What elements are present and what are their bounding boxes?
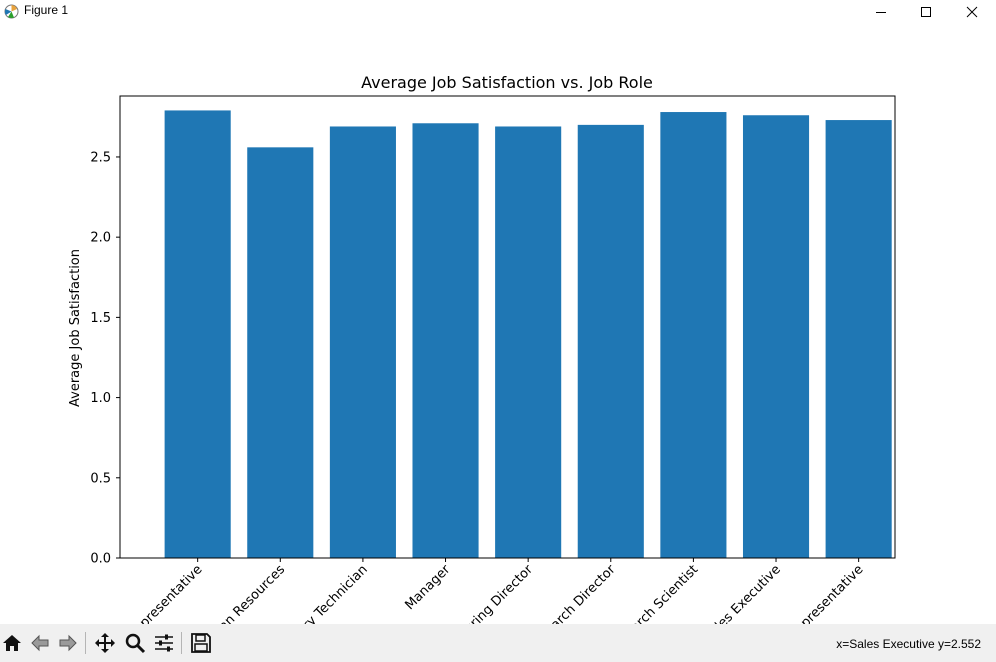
x-tick-label: Sales Executive: [701, 562, 784, 624]
navigation-toolbar: x=Sales Executive y=2.552: [0, 624, 996, 662]
bar: [412, 123, 479, 558]
chart-title: Average Job Satisfaction vs. Job Role: [361, 73, 653, 92]
plot-frame: [119, 95, 896, 559]
back-button[interactable]: [28, 631, 52, 655]
minimize-icon: [876, 12, 886, 13]
figure-canvas[interactable]: Average Job Satisfaction vs. Job Role Av…: [0, 24, 996, 662]
bar: [825, 120, 892, 558]
bar: [660, 112, 727, 559]
bar: [164, 110, 231, 558]
configure-subplots-button[interactable]: [152, 631, 176, 655]
window-title: Figure 1: [24, 3, 69, 17]
home-button[interactable]: [0, 631, 24, 655]
y-axis: 0.0 0.5 1.0 1.5 2.0 2.5: [90, 150, 120, 567]
bar: [247, 147, 314, 558]
x-tick-label: Research Director: [526, 562, 619, 624]
x-tick-label: Healthcare Representative: [72, 562, 205, 624]
zoom-icon: [125, 633, 146, 654]
pan-icon: [95, 633, 115, 653]
zoom-button[interactable]: [123, 631, 147, 655]
minimize-button[interactable]: [858, 0, 904, 24]
y-tick-label: 1.5: [90, 311, 111, 326]
bar: [329, 126, 396, 559]
toolbar-separator: [85, 632, 86, 654]
toolbar-separator: [181, 632, 182, 654]
bar: [742, 115, 810, 558]
maximize-icon: [921, 7, 931, 17]
window-titlebar: Figure 1: [0, 0, 996, 25]
x-tick-label: Manager: [402, 562, 453, 613]
y-tick-label: 2.0: [90, 231, 111, 246]
save-button[interactable]: [189, 631, 213, 655]
bars-group: [164, 110, 892, 559]
bar: [577, 124, 644, 558]
close-button[interactable]: [949, 0, 995, 24]
close-icon: [966, 6, 978, 18]
x-tick-label: Human Resources: [194, 562, 288, 624]
x-axis: Healthcare RepresentativeHuman Resources…: [72, 558, 866, 662]
configure-subplots-icon: [155, 634, 173, 652]
back-icon: [31, 634, 49, 652]
bar: [495, 126, 562, 559]
x-tick-label: Research Scientist: [606, 562, 701, 624]
forward-button[interactable]: [56, 631, 80, 655]
cursor-status: x=Sales Executive y=2.552: [836, 637, 981, 651]
forward-icon: [59, 634, 77, 652]
bar-chart: Average Job Satisfaction vs. Job Role Av…: [68, 73, 896, 662]
save-icon: [191, 633, 211, 653]
y-tick-label: 1.0: [90, 391, 111, 406]
y-tick-label: 0.0: [90, 552, 111, 567]
pan-button[interactable]: [93, 631, 117, 655]
y-tick-label: 2.5: [90, 150, 111, 165]
y-axis-label: Average Job Satisfaction: [68, 249, 83, 407]
matplotlib-icon: [4, 4, 19, 19]
maximize-button[interactable]: [903, 0, 949, 24]
home-icon: [3, 635, 21, 651]
y-tick-label: 0.5: [90, 471, 111, 486]
